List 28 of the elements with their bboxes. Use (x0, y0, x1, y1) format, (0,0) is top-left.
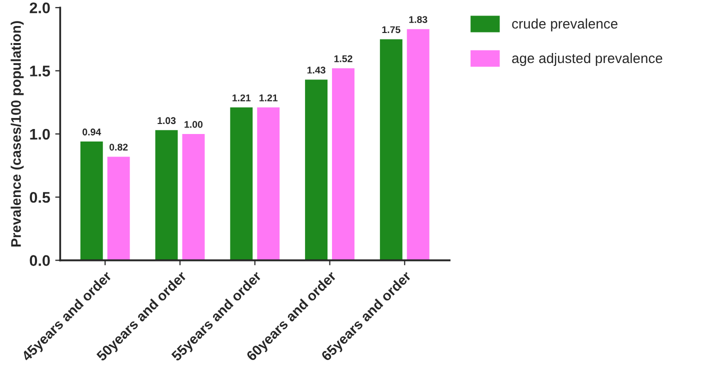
data-label: 1.03 (158, 117, 176, 124)
legend-label: crude prevalence (512, 18, 618, 32)
data-label: 1.21 (260, 94, 278, 102)
bar (230, 107, 253, 260)
bar (332, 68, 354, 260)
bar (80, 142, 103, 260)
y-tick-label: 0.0 (30, 255, 50, 266)
data-label: 1.00 (184, 120, 203, 128)
data-label: 1.83 (409, 16, 428, 24)
data-label: 1.52 (334, 55, 352, 62)
bar (107, 156, 130, 260)
bar (380, 39, 402, 260)
y-tick-label: 2.0 (30, 2, 50, 14)
data-label: 0.82 (110, 144, 128, 151)
y-axis-title: Prevalence (cases/100 population) (10, 21, 24, 246)
data-label: 1.21 (232, 94, 251, 102)
data-label: 1.75 (382, 26, 400, 34)
data-label: 1.43 (307, 66, 326, 74)
bar (155, 130, 178, 260)
y-tick-label: 0.5 (30, 192, 50, 203)
bar (182, 134, 205, 260)
bar (257, 107, 280, 260)
bar (305, 80, 328, 260)
data-label: 0.94 (82, 128, 102, 136)
bar (406, 29, 430, 260)
y-tick-label: 1.5 (30, 66, 50, 76)
legend-label: age adjusted prevalence (512, 52, 662, 66)
y-tick-label: 1.0 (30, 128, 50, 140)
